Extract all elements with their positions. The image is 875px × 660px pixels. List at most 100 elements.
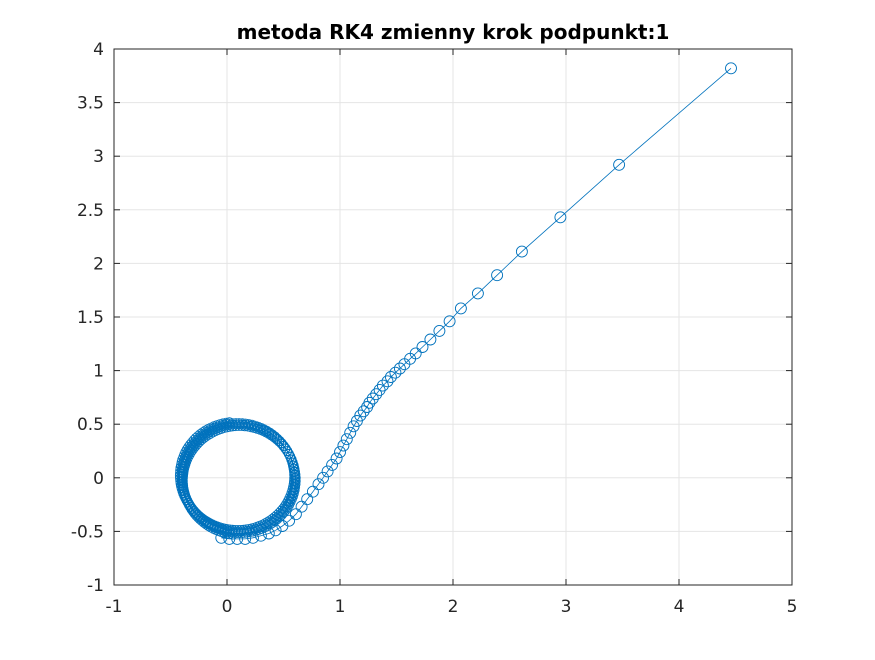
data-point bbox=[295, 500, 308, 513]
data-point bbox=[337, 439, 350, 452]
data-point bbox=[195, 428, 206, 439]
data-point bbox=[515, 245, 528, 258]
data-point bbox=[240, 418, 251, 429]
x-tick-label: 2 bbox=[448, 597, 459, 617]
data-point bbox=[203, 423, 214, 434]
data-point bbox=[225, 524, 235, 535]
data-point bbox=[179, 490, 190, 501]
y-tick-label: 2 bbox=[93, 254, 104, 274]
x-tick-label: 0 bbox=[222, 597, 233, 617]
data-point bbox=[223, 532, 236, 545]
data-point bbox=[613, 158, 626, 171]
y-tick-label: 2.5 bbox=[77, 201, 104, 221]
data-point bbox=[181, 495, 192, 506]
data-point bbox=[416, 341, 429, 353]
data-point bbox=[330, 452, 343, 465]
data-point bbox=[194, 511, 205, 521]
data-point bbox=[284, 493, 295, 504]
data-point bbox=[267, 513, 278, 524]
data-point bbox=[237, 418, 248, 429]
data-point bbox=[334, 446, 346, 459]
data-point bbox=[321, 465, 334, 478]
data-point bbox=[234, 418, 245, 428]
y-tick-label: 3 bbox=[93, 147, 104, 167]
data-point bbox=[206, 422, 216, 433]
data-point bbox=[725, 62, 737, 75]
data-point bbox=[218, 418, 228, 429]
data-point bbox=[188, 505, 199, 516]
data-point bbox=[265, 515, 275, 526]
data-point bbox=[281, 498, 292, 509]
x-tick-label: 1 bbox=[335, 597, 346, 617]
data-point bbox=[285, 490, 296, 501]
data-point bbox=[376, 379, 389, 392]
data-point bbox=[233, 525, 244, 535]
data-point bbox=[278, 440, 289, 451]
data-point bbox=[174, 470, 185, 481]
data-point bbox=[239, 532, 252, 545]
data-point bbox=[433, 324, 446, 337]
data-point bbox=[174, 473, 185, 484]
data-point bbox=[190, 507, 201, 518]
data-point bbox=[361, 401, 374, 413]
data-point bbox=[254, 529, 267, 542]
data-point bbox=[221, 417, 232, 428]
data-point bbox=[554, 211, 567, 224]
data-point bbox=[179, 449, 190, 460]
data-point bbox=[231, 532, 244, 545]
y-tick-label: -1 bbox=[87, 576, 104, 596]
data-point bbox=[491, 269, 504, 282]
data-point bbox=[283, 448, 294, 459]
data-point bbox=[206, 424, 217, 434]
data-point bbox=[243, 419, 254, 429]
data-layer bbox=[174, 62, 737, 545]
data-point bbox=[317, 471, 330, 484]
data-point bbox=[471, 287, 484, 300]
y-tick-label: 0 bbox=[93, 469, 104, 489]
data-point bbox=[398, 358, 411, 371]
data-point bbox=[276, 520, 289, 532]
data-point bbox=[224, 417, 235, 428]
data-point bbox=[230, 525, 241, 535]
data-point bbox=[340, 433, 353, 446]
data-point bbox=[366, 392, 379, 405]
data-point bbox=[381, 375, 394, 388]
data-point bbox=[175, 476, 186, 486]
data-point bbox=[357, 405, 370, 418]
data-point bbox=[384, 371, 397, 383]
data-point bbox=[215, 531, 228, 544]
data-point bbox=[174, 468, 185, 479]
y-tick-label: 0.5 bbox=[77, 415, 104, 435]
data-point bbox=[262, 425, 272, 436]
data-point bbox=[247, 531, 259, 544]
y-tick-label: 3.5 bbox=[77, 94, 104, 114]
data-point bbox=[276, 438, 287, 449]
data-point bbox=[200, 425, 211, 436]
data-point bbox=[196, 512, 207, 523]
data-point bbox=[256, 422, 267, 433]
data-point bbox=[181, 444, 192, 455]
data-point bbox=[230, 418, 241, 428]
data-point bbox=[370, 388, 383, 401]
data-point bbox=[344, 426, 357, 439]
data-point bbox=[443, 315, 456, 328]
data-point bbox=[282, 446, 293, 457]
y-tick-label: 1.5 bbox=[77, 308, 104, 328]
y-tick-label: 1 bbox=[93, 362, 104, 382]
data-point bbox=[262, 527, 275, 540]
y-tick-label: -0.5 bbox=[71, 522, 104, 542]
data-point bbox=[424, 333, 437, 346]
data-point bbox=[180, 446, 191, 457]
data-point bbox=[197, 427, 208, 438]
data-point bbox=[289, 508, 302, 521]
data-point bbox=[306, 485, 319, 498]
data-point bbox=[326, 458, 339, 471]
data-point bbox=[269, 524, 282, 537]
data-point bbox=[180, 493, 191, 504]
data-point bbox=[389, 366, 402, 379]
axis-ticks: -1 0 1 2 3 4 5 -1 -0.5 0 0.5 1 1.5 2 2.5 3 3.5 4 bbox=[71, 40, 798, 617]
data-point bbox=[175, 465, 186, 476]
data-point bbox=[282, 496, 293, 507]
